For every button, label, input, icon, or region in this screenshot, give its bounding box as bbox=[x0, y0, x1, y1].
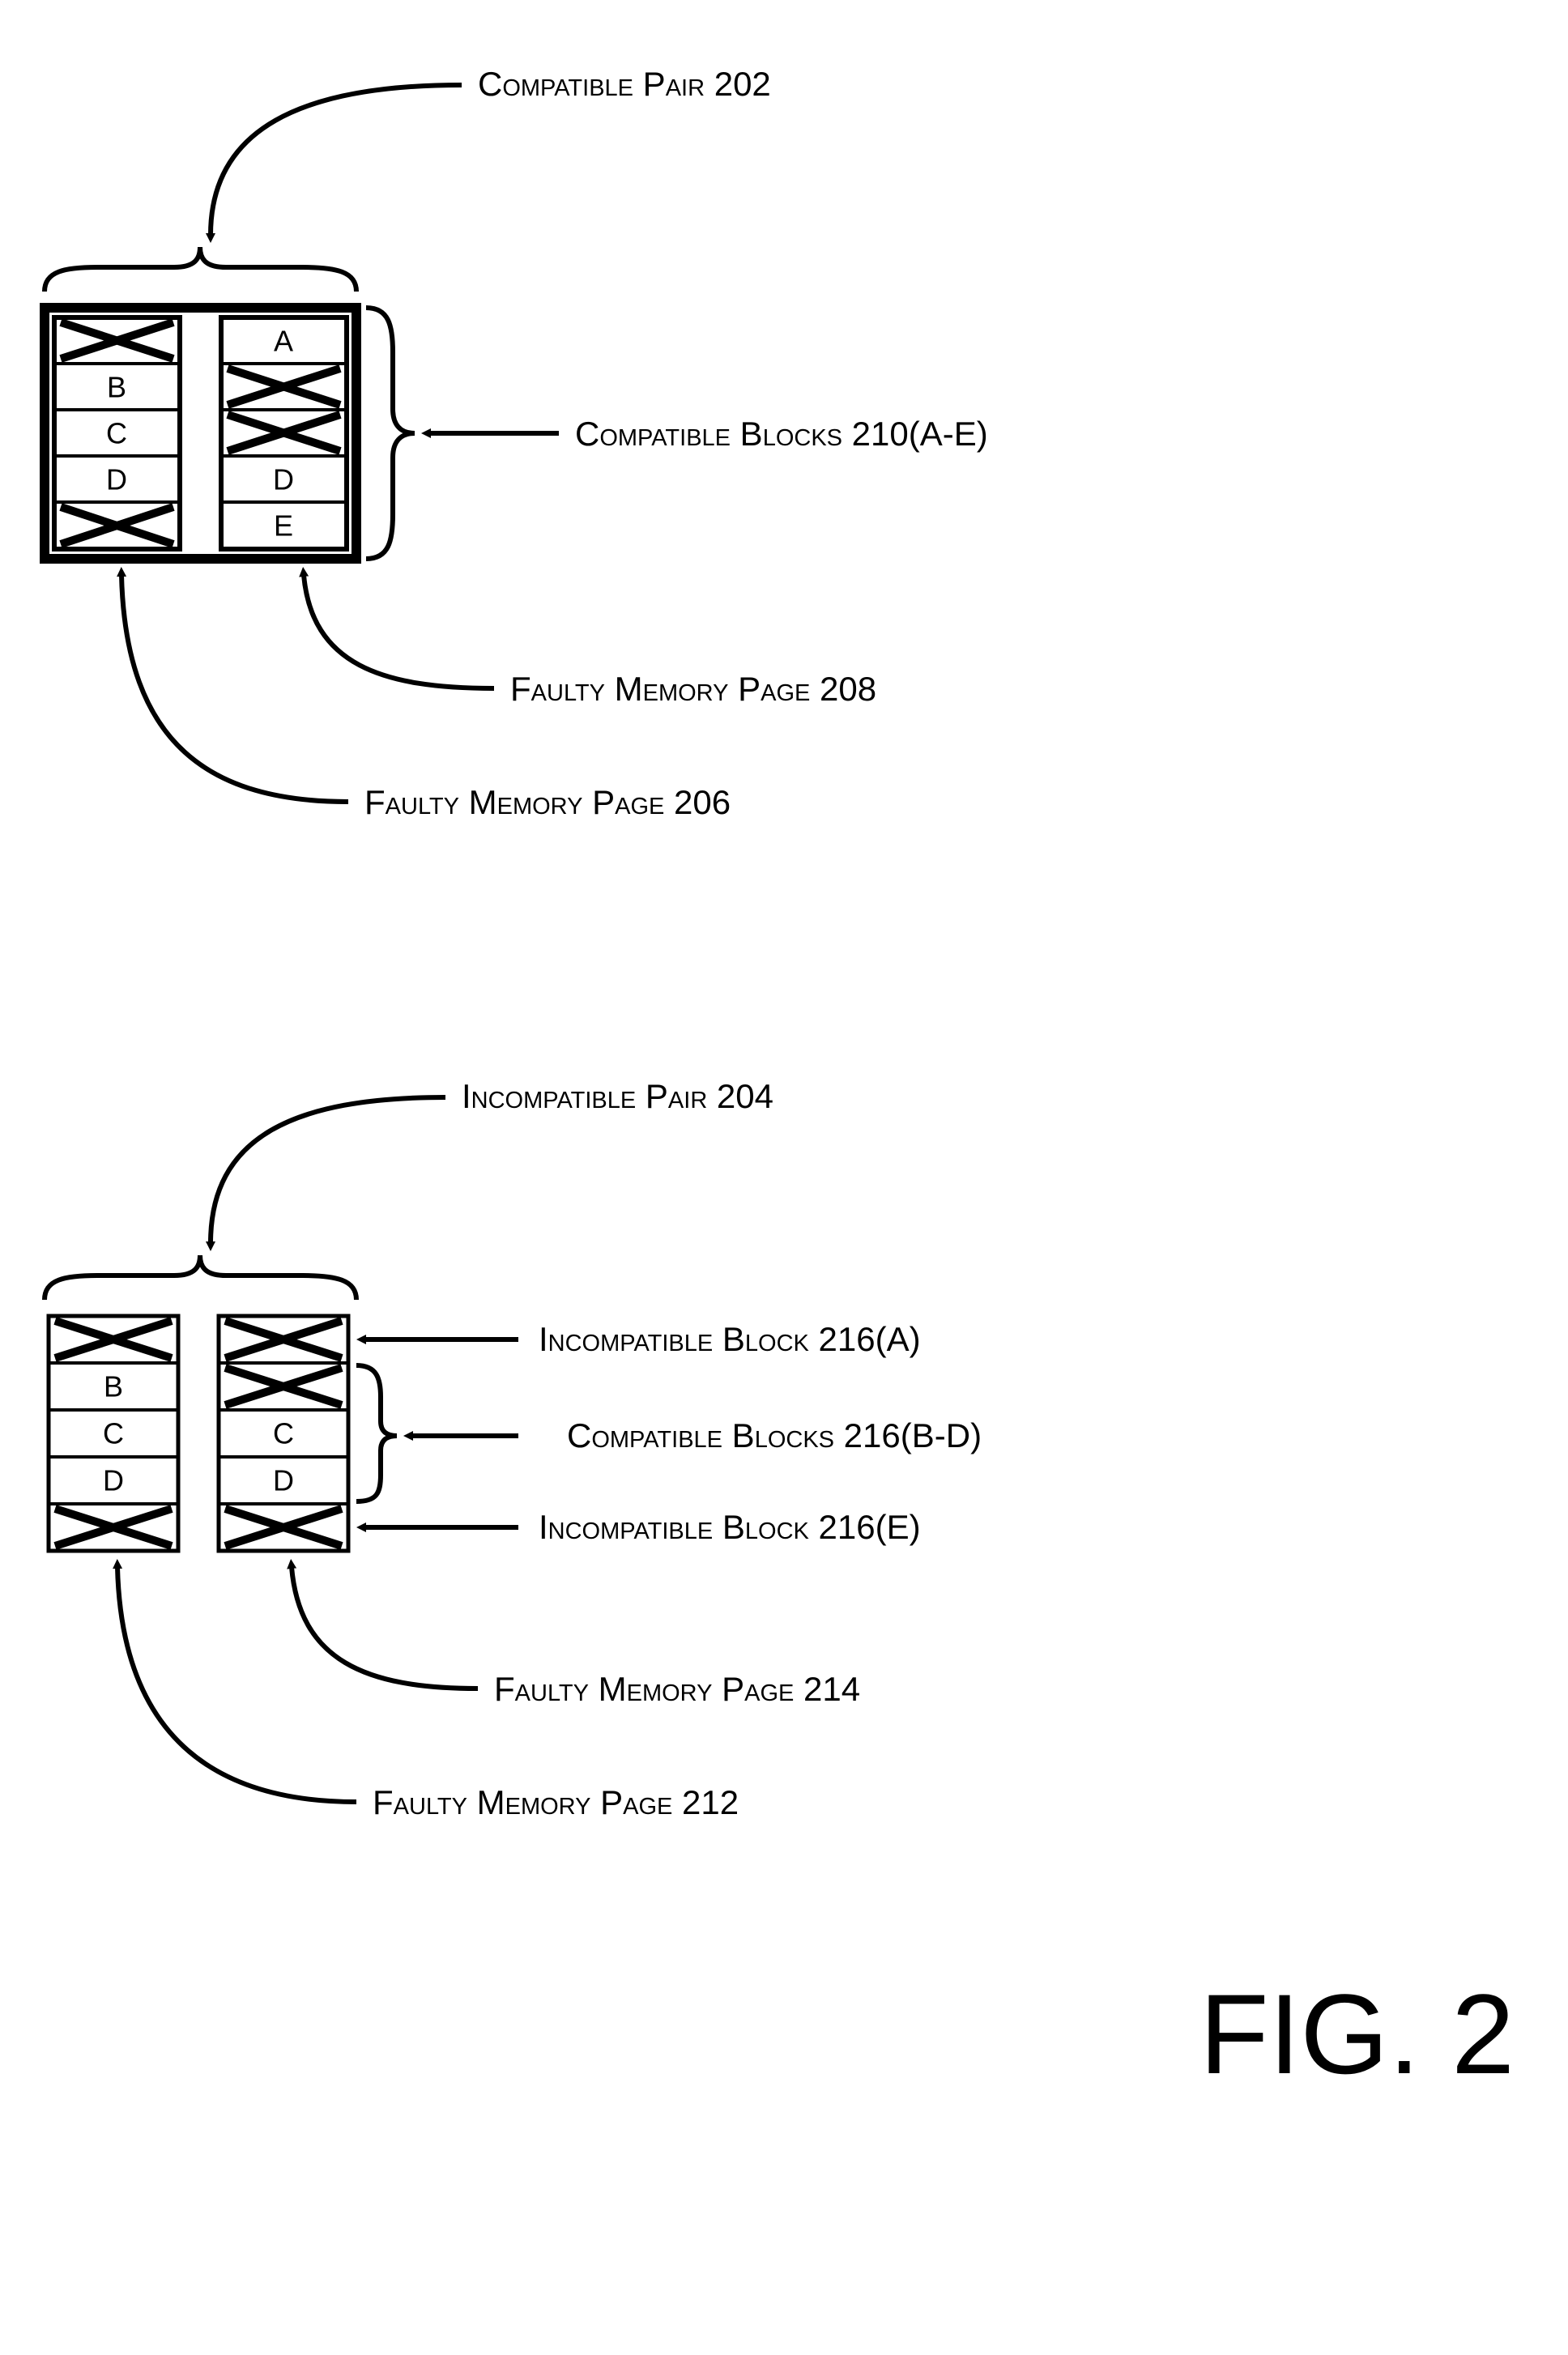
memory-page-214: C D bbox=[219, 1316, 348, 1551]
cell-214-3: D bbox=[273, 1464, 294, 1497]
label-page-206: Faulty Memory Page 206 bbox=[364, 783, 731, 821]
label-page-214: Faulty Memory Page 214 bbox=[494, 1670, 860, 1708]
label-page-212: Faulty Memory Page 212 bbox=[373, 1783, 739, 1821]
leader-page-214 bbox=[292, 1567, 478, 1689]
figure-svg: Compatible Pair 202 B C D bbox=[0, 0, 1568, 2355]
leader-compatible-pair bbox=[211, 85, 462, 235]
leader-page-212 bbox=[117, 1567, 356, 1802]
cell-208-1 bbox=[228, 368, 340, 405]
cell-206-0 bbox=[61, 322, 173, 359]
cell-214-2: C bbox=[273, 1417, 294, 1450]
cell-206-3: D bbox=[106, 463, 127, 496]
cell-212-1: B bbox=[104, 1370, 123, 1403]
incompatible-group: Incompatible Pair 204 B C D bbox=[45, 1077, 982, 1821]
label-compatible-pair: Compatible Pair 202 bbox=[478, 65, 771, 103]
page: Compatible Pair 202 B C D bbox=[0, 0, 1568, 2355]
brace-right-compatible bbox=[366, 308, 415, 559]
cell-214-0 bbox=[225, 1321, 342, 1358]
label-incompatible-pair: Incompatible Pair 204 bbox=[462, 1077, 773, 1115]
cell-208-4: E bbox=[274, 509, 293, 543]
cell-206-4 bbox=[61, 507, 173, 544]
leader-page-208 bbox=[304, 575, 494, 688]
cell-214-4 bbox=[225, 1509, 342, 1546]
cell-212-4 bbox=[55, 1509, 172, 1546]
leader-incompatible-pair bbox=[211, 1097, 445, 1243]
cell-212-2: C bbox=[103, 1417, 124, 1450]
leader-page-206 bbox=[121, 575, 348, 802]
label-blocks-216bd: Compatible Blocks 216(B-D) bbox=[567, 1416, 982, 1454]
cell-208-3: D bbox=[273, 463, 294, 496]
label-block-216a: Incompatible Block 216(A) bbox=[539, 1320, 921, 1358]
memory-page-208: A D E bbox=[221, 317, 347, 549]
cell-214-1 bbox=[225, 1368, 342, 1405]
label-page-208: Faulty Memory Page 208 bbox=[510, 670, 876, 708]
cell-208-0: A bbox=[274, 325, 293, 358]
figure-title: FIG. 2 bbox=[1199, 1970, 1515, 2097]
memory-page-212: B C D bbox=[49, 1316, 178, 1551]
cell-208-2 bbox=[228, 415, 340, 451]
brace-top bbox=[45, 247, 356, 292]
memory-page-206: B C D bbox=[54, 317, 180, 549]
cell-206-1: B bbox=[107, 371, 126, 404]
label-compatible-blocks: Compatible Blocks 210(A-E) bbox=[575, 415, 988, 453]
cell-212-0 bbox=[55, 1321, 172, 1358]
brace-top-incomp bbox=[45, 1255, 356, 1300]
cell-212-3: D bbox=[103, 1464, 124, 1497]
cell-206-2: C bbox=[106, 417, 127, 450]
label-block-216e: Incompatible Block 216(E) bbox=[539, 1508, 921, 1546]
brace-right-incomp bbox=[356, 1365, 397, 1501]
compatible-group: Compatible Pair 202 B C D bbox=[45, 65, 988, 821]
